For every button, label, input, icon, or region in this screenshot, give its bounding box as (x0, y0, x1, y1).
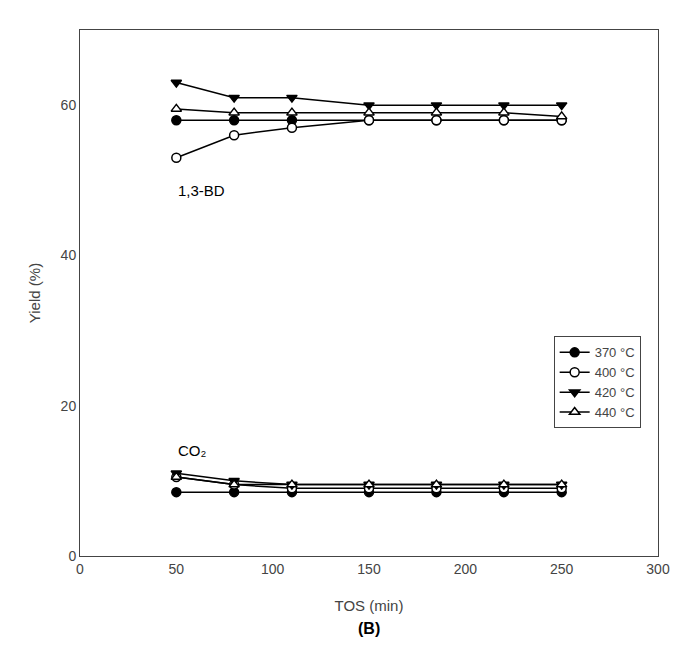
svg-text:0: 0 (68, 548, 76, 564)
svg-text:1,3-BD: 1,3-BD (178, 182, 225, 199)
svg-text:50: 50 (169, 561, 185, 577)
svg-text:200: 200 (454, 561, 478, 577)
svg-text:420 °C: 420 °C (595, 385, 635, 400)
svg-text:150: 150 (357, 561, 381, 577)
svg-text:(B): (B) (358, 620, 380, 637)
svg-text:300: 300 (646, 561, 670, 577)
svg-text:400 °C: 400 °C (595, 365, 635, 380)
svg-text:40: 40 (61, 247, 77, 263)
svg-text:370 °C: 370 °C (595, 345, 635, 360)
svg-text:CO₂: CO₂ (178, 442, 207, 459)
svg-text:60: 60 (61, 97, 77, 113)
svg-text:Yield (%): Yield (%) (26, 263, 43, 323)
svg-text:20: 20 (61, 398, 77, 414)
svg-text:TOS (min): TOS (min) (335, 597, 404, 614)
svg-text:0: 0 (76, 561, 84, 577)
svg-text:100: 100 (261, 561, 285, 577)
svg-text:440 °C: 440 °C (595, 405, 635, 420)
svg-text:250: 250 (550, 561, 574, 577)
